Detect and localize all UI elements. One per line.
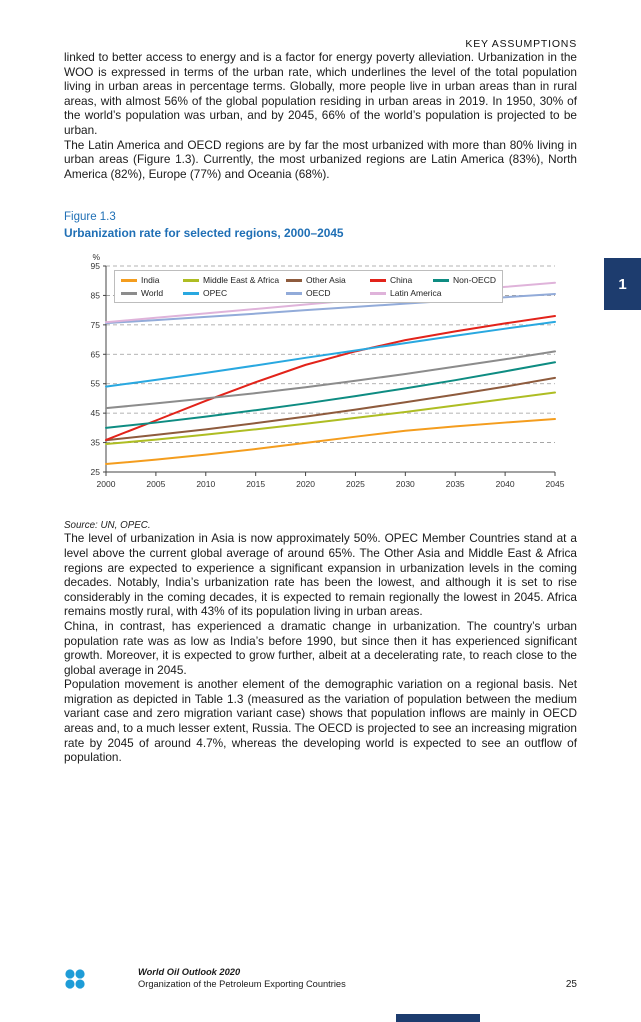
legend-item-opec: OPEC bbox=[183, 288, 284, 298]
urbanization-chart: 25 35 45 55 65 75 85 95 2000 2005 2010 2015 2020 2025… bbox=[64, 250, 569, 502]
running-header: KEY ASSUMPTIONS bbox=[465, 38, 577, 50]
legend-label: China bbox=[390, 275, 413, 286]
footer-text: World Oil Outlook 2020 Organization of t… bbox=[138, 966, 346, 990]
svg-text:2015: 2015 bbox=[246, 479, 265, 489]
legend-swatch bbox=[370, 292, 386, 295]
svg-text:%: % bbox=[92, 252, 100, 262]
legend-swatch bbox=[286, 292, 302, 295]
svg-text:2000: 2000 bbox=[97, 479, 116, 489]
legend-swatch bbox=[121, 292, 137, 295]
legend-swatch bbox=[433, 279, 449, 282]
svg-text:2035: 2035 bbox=[446, 479, 465, 489]
legend-item-world: World bbox=[121, 288, 181, 298]
legend-swatch bbox=[183, 292, 199, 295]
legend-label: OECD bbox=[306, 288, 331, 299]
page-content: KEY ASSUMPTIONS linked to better access … bbox=[64, 0, 577, 765]
legend-swatch bbox=[121, 279, 137, 282]
legend-label: World bbox=[141, 288, 164, 299]
svg-text:2020: 2020 bbox=[296, 479, 315, 489]
legend-label: Non-OECD bbox=[453, 275, 496, 286]
svg-text:95: 95 bbox=[91, 261, 101, 271]
legend-item-latin-america: Latin America bbox=[370, 288, 442, 298]
page-footer: World Oil Outlook 2020 Organization of t… bbox=[64, 966, 577, 990]
paragraph-urbanization-intro: linked to better access to energy and is… bbox=[64, 50, 577, 137]
svg-text:2045: 2045 bbox=[546, 479, 565, 489]
figure-source: Source: UN, OPEC. bbox=[64, 520, 151, 532]
legend-item-oecd: OECD bbox=[286, 288, 368, 298]
svg-text:25: 25 bbox=[91, 467, 101, 477]
chapter-tab: 1 bbox=[604, 258, 641, 310]
svg-text:75: 75 bbox=[91, 320, 101, 330]
svg-text:2040: 2040 bbox=[496, 479, 515, 489]
svg-text:2010: 2010 bbox=[196, 479, 215, 489]
legend-label: Latin America bbox=[390, 288, 442, 299]
svg-text:55: 55 bbox=[91, 379, 101, 389]
figure-title: Urbanization rate for selected regions, … bbox=[64, 226, 344, 241]
svg-text:2025: 2025 bbox=[346, 479, 365, 489]
svg-text:2005: 2005 bbox=[146, 479, 165, 489]
figure-label: Figure 1.3 bbox=[64, 211, 116, 224]
legend-label: OPEC bbox=[203, 288, 228, 299]
legend-item-india: India bbox=[121, 275, 181, 285]
legend-item-middle-east-africa: Middle East & Africa bbox=[183, 275, 284, 285]
legend-label: Middle East & Africa bbox=[203, 275, 280, 286]
paragraph-china-urbanization: China, in contrast, has experienced a dr… bbox=[64, 618, 577, 677]
opec-logo-icon bbox=[65, 969, 85, 989]
paragraph-most-urbanized: The Latin America and OECD regions are b… bbox=[64, 137, 577, 181]
legend-item-other-asia: Other Asia bbox=[286, 275, 368, 285]
svg-text:35: 35 bbox=[91, 438, 101, 448]
legend-item-china: China bbox=[370, 275, 431, 285]
paragraph-population-movement: Population movement is another element o… bbox=[64, 677, 577, 765]
svg-text:45: 45 bbox=[91, 408, 101, 418]
legend-label: Other Asia bbox=[306, 275, 346, 286]
footer-book-title: World Oil Outlook 2020 bbox=[138, 967, 241, 977]
legend-item-non-oecd: Non-OECD bbox=[433, 275, 496, 285]
legend-label: India bbox=[141, 275, 160, 286]
chart-legend: India Middle East & Africa Other Asia China… bbox=[114, 270, 503, 304]
footer-organization: Organization of the Petroleum Exporting … bbox=[138, 979, 346, 989]
legend-swatch bbox=[370, 279, 386, 282]
legend-swatch bbox=[183, 279, 199, 282]
page-number: 25 bbox=[565, 979, 577, 990]
paragraph-asia-urbanization: The level of urbanization in Asia is now… bbox=[64, 531, 577, 619]
svg-text:2030: 2030 bbox=[396, 479, 415, 489]
svg-text:85: 85 bbox=[91, 291, 101, 301]
svg-text:65: 65 bbox=[91, 350, 101, 360]
bottom-accent-strip bbox=[396, 1014, 480, 1022]
legend-swatch bbox=[286, 279, 302, 282]
